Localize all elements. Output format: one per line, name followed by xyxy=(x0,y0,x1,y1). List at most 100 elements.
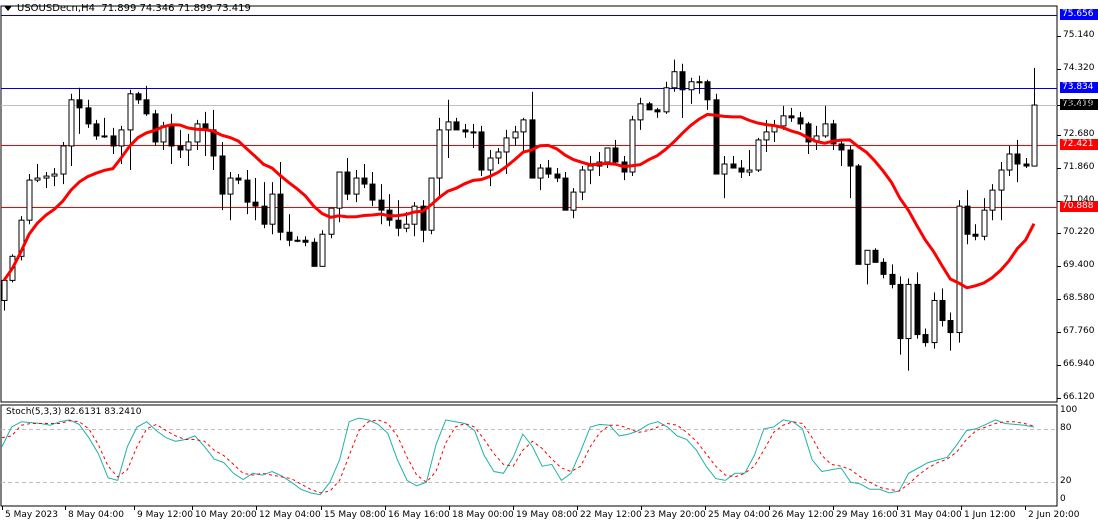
candle-bull[interactable] xyxy=(353,177,360,195)
candle-bull[interactable] xyxy=(26,179,33,221)
dropdown-triangle-icon[interactable] xyxy=(4,5,12,11)
candle-bear[interactable] xyxy=(395,219,402,229)
candle-bull[interactable] xyxy=(579,169,586,193)
candle-bear[interactable] xyxy=(93,123,100,137)
candle-bull[interactable] xyxy=(587,165,594,171)
candle-bear[interactable] xyxy=(478,131,485,171)
candle-bull[interactable] xyxy=(495,151,502,159)
candle-bull[interactable] xyxy=(688,81,695,91)
candle-bear[interactable] xyxy=(872,249,879,263)
candle-bear[interactable] xyxy=(964,205,971,235)
candle-bear[interactable] xyxy=(897,283,904,340)
candle-bull[interactable] xyxy=(294,239,301,242)
candle-bear[interactable] xyxy=(562,177,569,211)
candle-bear[interactable] xyxy=(914,283,921,336)
candle-bear[interactable] xyxy=(972,233,979,237)
candle-bull[interactable] xyxy=(956,205,963,334)
candle-bull[interactable] xyxy=(905,283,912,340)
candle-bull[interactable] xyxy=(696,81,703,84)
candle-bull[interactable] xyxy=(127,93,134,131)
candle-bull[interactable] xyxy=(436,129,443,179)
candle-bull[interactable] xyxy=(118,129,125,147)
candle-bear[interactable] xyxy=(612,147,619,163)
candle-bear[interactable] xyxy=(369,183,376,201)
candle-bear[interactable] xyxy=(830,123,837,145)
candle-bear[interactable] xyxy=(244,179,251,203)
candle-bear[interactable] xyxy=(235,177,242,181)
candle-bull[interactable] xyxy=(864,249,871,265)
candle-bear[interactable] xyxy=(1014,153,1021,165)
candle-bull[interactable] xyxy=(755,139,762,171)
candle-bear[interactable] xyxy=(85,107,92,125)
candle-bull[interactable] xyxy=(721,163,728,175)
candle-bear[interactable] xyxy=(177,145,184,151)
candle-bear[interactable] xyxy=(797,117,804,125)
candle-bull[interactable] xyxy=(570,191,577,211)
candle-bull[interactable] xyxy=(763,131,770,141)
candle-bear[interactable] xyxy=(646,103,653,111)
candle-bear[interactable] xyxy=(939,299,946,322)
candle-bull[interactable] xyxy=(18,219,25,257)
candle-bull[interactable] xyxy=(537,167,544,179)
candle-bull[interactable] xyxy=(512,131,519,139)
candle-bear[interactable] xyxy=(252,201,259,207)
candle-bear[interactable] xyxy=(311,241,318,267)
candle-bear[interactable] xyxy=(210,129,217,157)
candle-bear[interactable] xyxy=(947,320,954,334)
candle-bear[interactable] xyxy=(922,334,929,344)
candle-bear[interactable] xyxy=(704,81,711,101)
candle-bull[interactable] xyxy=(403,223,410,229)
candle-bear[interactable] xyxy=(277,193,284,233)
candle-bull[interactable] xyxy=(60,145,67,175)
candle-bear[interactable] xyxy=(261,205,268,225)
candle-bear[interactable] xyxy=(344,171,351,195)
candle-bull[interactable] xyxy=(51,173,58,177)
candle-bull[interactable] xyxy=(185,141,192,151)
candle-bear[interactable] xyxy=(880,261,887,275)
candle-bull[interactable] xyxy=(194,123,201,143)
candle-bull[interactable] xyxy=(1,279,8,301)
candle-bull[interactable] xyxy=(822,123,829,137)
candle-bull[interactable] xyxy=(445,121,452,131)
candle-bull[interactable] xyxy=(34,177,41,181)
candle-bear[interactable] xyxy=(654,109,661,113)
candle-bull[interactable] xyxy=(101,135,108,138)
candle-bear[interactable] xyxy=(286,231,293,241)
candle-bear[interactable] xyxy=(462,129,469,133)
candle-bear[interactable] xyxy=(554,173,561,179)
candle-bull[interactable] xyxy=(328,207,335,235)
candle-bull[interactable] xyxy=(1006,153,1013,171)
candle-bear[interactable] xyxy=(788,115,795,119)
candle-bull[interactable] xyxy=(43,175,50,179)
candle-bear[interactable] xyxy=(361,177,368,185)
candle-bull[interactable] xyxy=(671,71,678,89)
candle-bear[interactable] xyxy=(168,125,175,147)
candle-bear[interactable] xyxy=(545,167,552,175)
candle-bear[interactable] xyxy=(135,93,142,101)
candle-bull[interactable] xyxy=(470,131,477,134)
candle-bear[interactable] xyxy=(110,135,117,147)
candle-bull[interactable] xyxy=(520,119,527,133)
candle-bull[interactable] xyxy=(746,169,753,173)
candle-bear[interactable] xyxy=(679,71,686,91)
candle-bull[interactable] xyxy=(68,99,75,147)
candle-bull[interactable] xyxy=(1031,104,1038,167)
candle-bear[interactable] xyxy=(453,121,460,131)
candle-bull[interactable] xyxy=(637,103,644,121)
candle-bear[interactable] xyxy=(847,149,854,167)
candle-bear[interactable] xyxy=(713,99,720,175)
candle-bear[interactable] xyxy=(1023,163,1030,167)
candle-bear[interactable] xyxy=(730,163,737,169)
candle-bear[interactable] xyxy=(738,167,745,173)
candle-bull[interactable] xyxy=(604,147,611,163)
candle-bull[interactable] xyxy=(336,171,343,209)
candle-bull[interactable] xyxy=(227,177,234,195)
candle-bear[interactable] xyxy=(143,99,150,115)
candle-bull[interactable] xyxy=(503,137,510,153)
candle-bear[interactable] xyxy=(889,273,896,285)
candle-bull[interactable] xyxy=(663,87,670,113)
candle-bull[interactable] xyxy=(931,299,938,344)
candle-bear[interactable] xyxy=(838,143,845,151)
candle-bear[interactable] xyxy=(378,199,385,211)
